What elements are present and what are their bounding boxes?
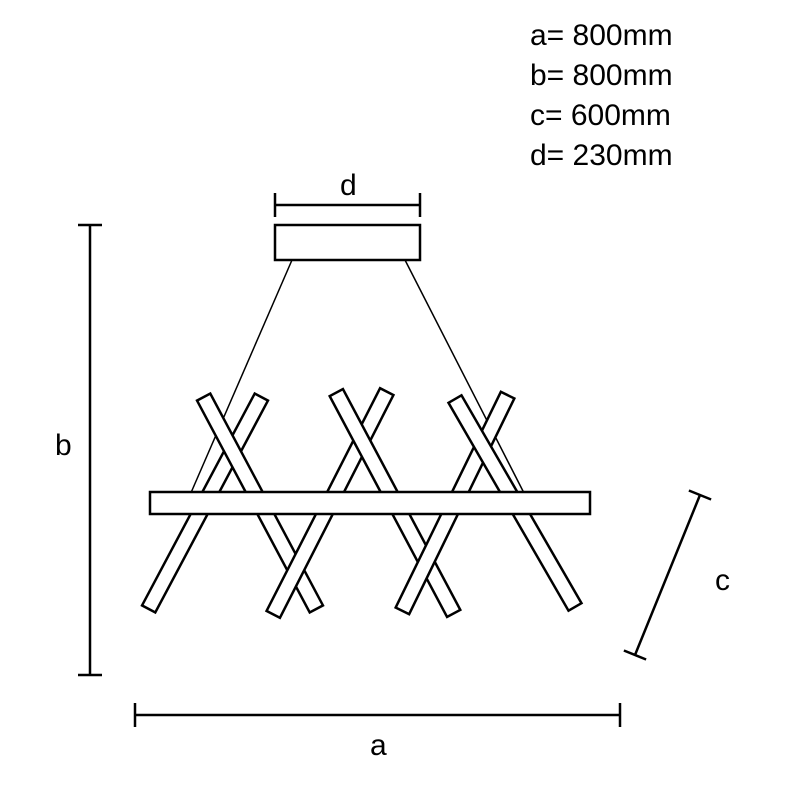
legend-item: b= 800mm [530,59,673,92]
suspension-wire [405,260,525,495]
dim-a-label: a [370,729,387,762]
legend-item: d= 230mm [530,139,673,172]
dimension-diagram: a= 800mm b= 800mm c= 600mm d= 230mm d b a c [0,0,800,800]
horizontal-bar [150,492,590,514]
canopy [275,225,420,260]
dim-b-label: b [55,429,72,462]
legend-item: a= 800mm [530,19,673,52]
dim-d-label: d [340,169,357,202]
dim-c-label: c [715,564,730,597]
legend-item: c= 600mm [530,99,671,132]
dim-c-line [635,495,700,655]
